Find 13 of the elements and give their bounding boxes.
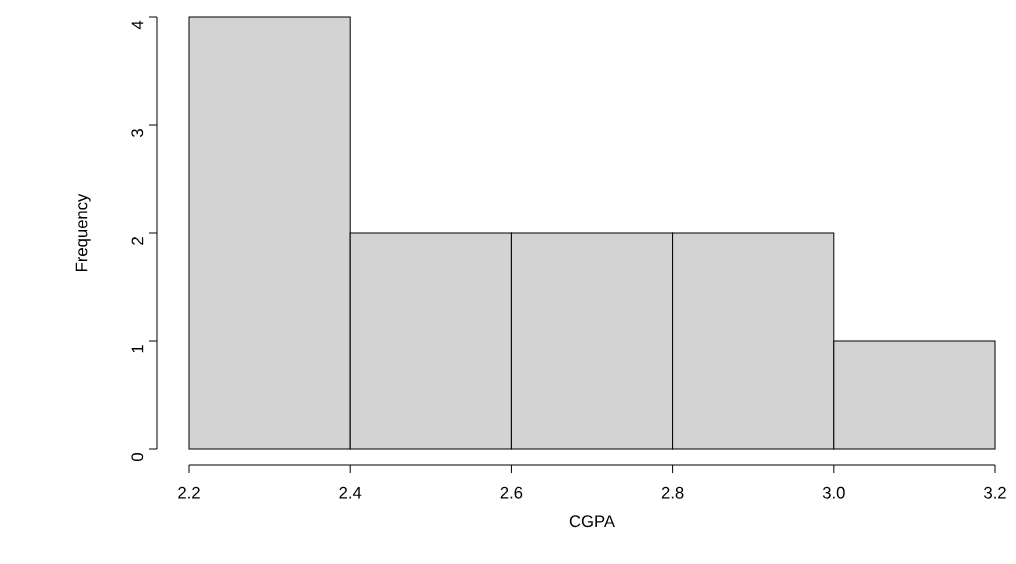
x-tick-label: 2.8 xyxy=(661,486,684,499)
y-axis-title: Frequency xyxy=(75,193,91,272)
y-tick-label: 3 xyxy=(131,129,144,137)
x-tick-label: 3.2 xyxy=(984,486,1006,499)
x-tick-label: 3.0 xyxy=(822,486,845,499)
x-tick-label: 2.2 xyxy=(178,486,200,499)
x-axis-title: CGPA xyxy=(569,515,615,528)
y-tick-label: 0 xyxy=(131,453,144,461)
x-tick-label: 2.4 xyxy=(339,486,362,499)
y-tick-label: 4 xyxy=(131,20,144,30)
x-tick-label: 2.6 xyxy=(500,486,523,499)
y-tick-label: 2 xyxy=(131,237,144,245)
y-tick-label: 1 xyxy=(131,345,144,353)
